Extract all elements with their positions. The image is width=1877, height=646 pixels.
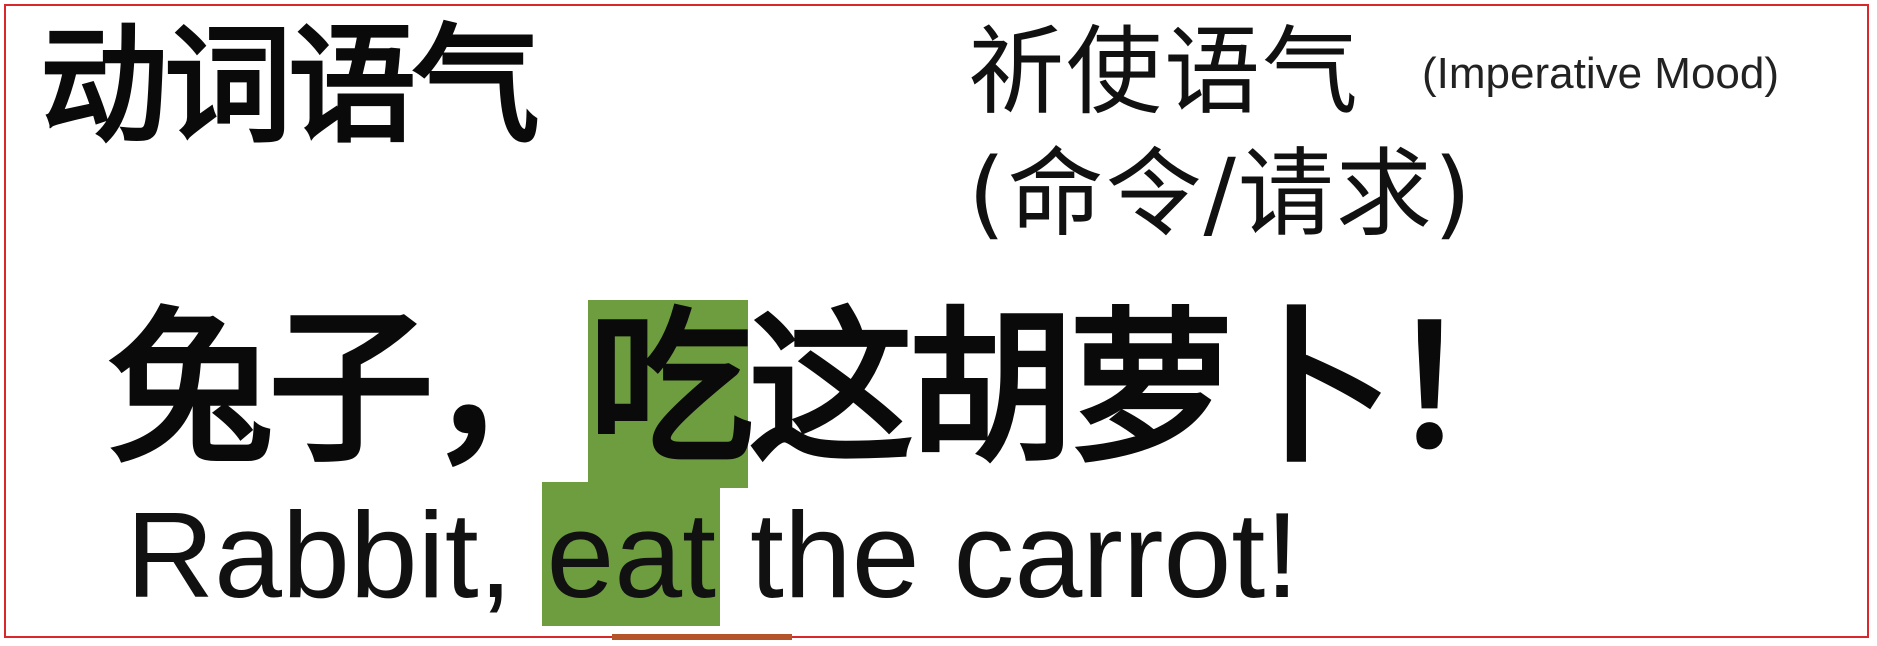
mood-name-chinese: 祈使语气	[968, 16, 1360, 128]
example-en-before: Rabbit,	[126, 487, 547, 623]
example-sentence-english: Rabbit, eat the carrot!	[126, 482, 1299, 626]
mood-name-english: (Imperative Mood)	[1422, 49, 1780, 98]
slide-frame	[4, 4, 1869, 638]
example-sentence-chinese: 兔子，吃这胡萝卜！	[108, 291, 1554, 488]
mood-subtitle: (命令/请求)	[968, 138, 1474, 250]
example-cn-after: 这胡萝卜！	[748, 291, 1554, 486]
example-cn-verb-highlight: 吃	[588, 291, 754, 488]
accent-underline-bar	[612, 634, 792, 640]
example-en-after: the carrot!	[716, 487, 1300, 623]
example-en-verb-highlight: eat	[542, 482, 721, 626]
slide-title: 动词语气	[40, 11, 540, 161]
example-cn-before: 兔子，	[108, 291, 594, 486]
